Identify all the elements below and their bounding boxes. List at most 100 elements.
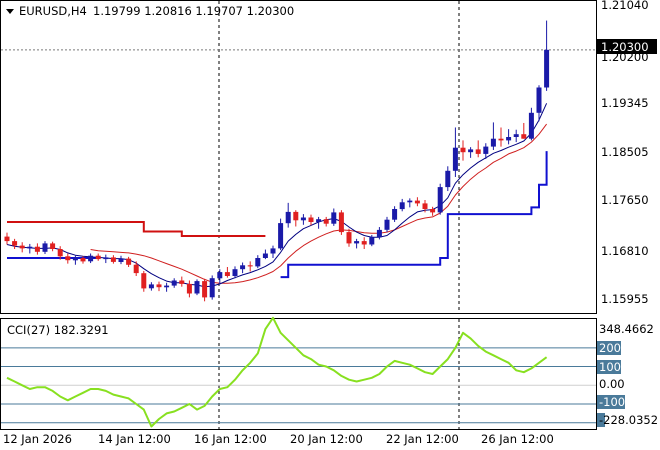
cci-level-label: 100 [599,360,621,374]
candle-body [194,281,200,294]
candle-body [528,112,534,139]
candle-body [285,211,291,224]
candle-body [179,280,185,284]
candle-body [369,237,375,245]
period-separators [218,1,460,429]
candle-body [232,269,238,276]
time-tick-label: 12 Jan 2026 [3,432,72,446]
candle-body [376,229,382,238]
candle-body [209,278,215,298]
main-panel[interactable] [0,0,597,314]
candle-body [42,243,48,252]
candle-body [521,134,527,139]
candle-body [536,87,542,113]
candle-body [407,200,413,203]
cci-min-label: -228.0352 [599,413,658,427]
current-price-label: 1.20300 [601,40,649,54]
time-tick-label: 20 Jan 12:00 [290,432,363,446]
candle-body [186,283,192,294]
candle-body [361,241,367,245]
candle-body [80,258,86,262]
current-price-tag [597,39,657,54]
candle-body [445,170,451,188]
candle-body [202,281,208,298]
candle-body [164,285,170,288]
candle-body [338,212,344,233]
candle-body [65,256,71,261]
candle-body [240,265,246,270]
cci-line [6,316,548,428]
slow-ma-line [90,123,547,284]
main-plot-area [1,20,596,302]
candle-body [148,284,154,289]
candle-body [171,280,177,286]
cci-max-label: 348.4662 [599,322,654,336]
candle-body [270,248,276,254]
cci-level-label: 200 [599,341,621,355]
cci-level-tag [597,395,625,409]
candle-body [50,243,56,249]
candle-body [4,236,10,242]
candle-body [247,265,253,267]
price-tick-label: 1.21040 [601,0,649,12]
candle-body [19,245,25,249]
candle-body [490,138,496,147]
candle-body [331,212,337,224]
candle-body [118,258,124,262]
indicator-axis[interactable]: 348.4662 200 100 0.00 -100 -228.0352 [597,322,658,427]
price-tick-label: 1.18505 [601,145,649,159]
price-axis[interactable]: 1.21040 1.20200 1.19345 1.18505 1.17650 … [597,0,657,306]
cci-zero-label: 0.00 [599,377,625,391]
candle-body [544,49,550,88]
symbol-label: EURUSD,H4 [19,4,87,18]
indicator-title: CCI(27) 182.3291 [7,323,109,337]
dropdown-arrow-icon[interactable] [6,9,14,14]
candle-body [126,258,132,265]
candle-body [255,258,261,267]
candle-body [414,200,420,204]
candle-body [513,134,519,137]
candle-body [354,241,360,244]
candle-body [293,211,299,221]
candle-body [384,219,390,230]
candle-body [224,272,230,276]
candle-body [27,246,33,249]
candle-body [88,255,94,262]
candle-body [141,273,147,289]
candle-body [217,272,223,279]
candle-body [498,138,504,141]
indicator-panel[interactable] [0,318,597,430]
candle-body [57,249,63,257]
cci-level-tag [597,341,621,355]
candle-body [323,219,329,224]
candle-body [300,217,306,221]
candle-body [72,258,78,261]
lower-trail-line [280,151,548,279]
candle-body [506,137,512,141]
candle-body [392,209,398,220]
candle-body [430,209,436,213]
cci-plot-area [1,316,596,428]
candle-body [346,232,352,244]
time-tick-label: 14 Jan 12:00 [98,432,171,446]
time-axis[interactable]: 12 Jan 2026 14 Jan 12:00 16 Jan 12:00 20… [3,432,554,446]
candle-body [156,284,162,288]
candle-body [483,146,489,154]
candle-body [468,149,474,153]
upper-trail-line [7,221,266,237]
candle-body [12,241,18,246]
candle-body [262,253,268,258]
candle-body [399,202,405,210]
candle-body [34,246,40,252]
price-tick-label: 1.15955 [601,292,649,306]
time-tick-label: 22 Jan 12:00 [386,432,459,446]
candle-body [437,187,443,213]
cci-level-label: -100 [599,395,625,409]
cci-level-tag [597,413,605,427]
candle-body [133,264,139,274]
price-tick-label: 1.16810 [601,244,649,258]
candle-body [308,217,314,222]
price-tick-label: 1.19345 [601,96,649,110]
candle-body [460,147,466,153]
